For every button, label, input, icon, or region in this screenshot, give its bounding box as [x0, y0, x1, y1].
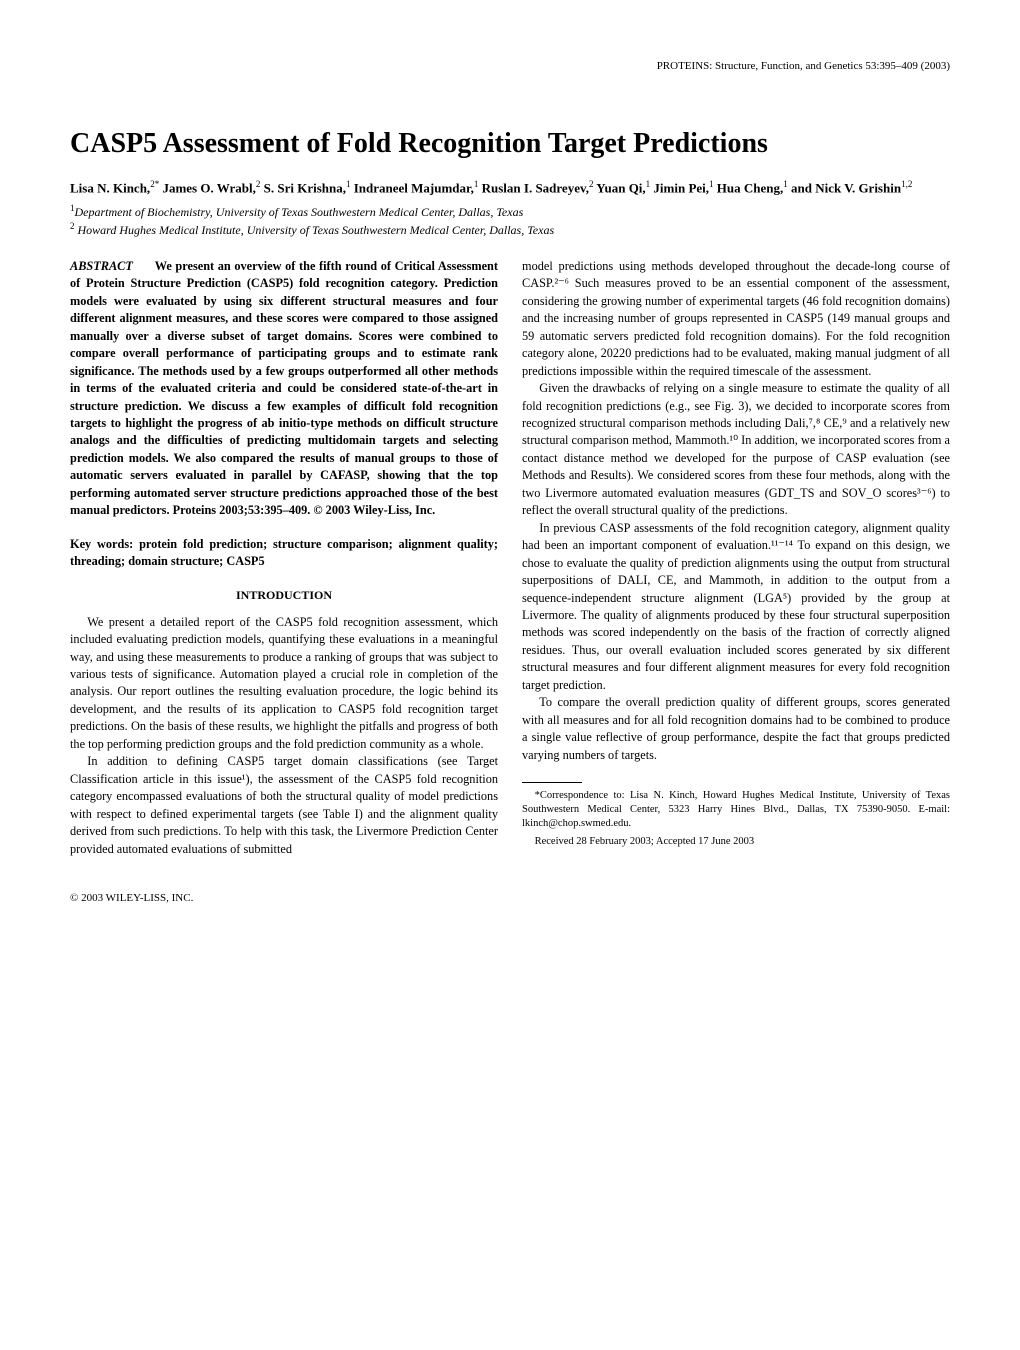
received-dates: Received 28 February 2003; Accepted 17 J…	[522, 835, 950, 850]
section-heading-introduction: INTRODUCTION	[70, 587, 498, 604]
correspondence-divider	[522, 782, 582, 783]
running-head: PROTEINS: Structure, Function, and Genet…	[70, 60, 950, 72]
journal-page: PROTEINS: Structure, Function, and Genet…	[0, 0, 1020, 954]
page-footer: © 2003 WILEY-LISS, INC.	[70, 892, 950, 904]
article-title: CASP5 Assessment of Fold Recognition Tar…	[70, 128, 950, 160]
keywords: Key words: protein fold prediction; stru…	[70, 536, 498, 571]
right-para-3: In previous CASP assessments of the fold…	[522, 520, 950, 695]
right-para-2: Given the drawbacks of relying on a sing…	[522, 380, 950, 520]
right-column: model predictions using methods develope…	[522, 258, 950, 858]
correspondence: *Correspondence to: Lisa N. Kinch, Howar…	[522, 789, 950, 832]
abstract-body: We present an overview of the fifth roun…	[70, 259, 498, 517]
copyright: © 2003 WILEY-LISS, INC.	[70, 892, 193, 904]
keywords-body: protein fold prediction; structure compa…	[70, 537, 498, 568]
left-column: ABSTRACT We present an overview of the f…	[70, 258, 498, 858]
affiliations: 1Department of Biochemistry, University …	[70, 202, 950, 238]
author-list: Lisa N. Kinch,2* James O. Wrabl,2 S. Sri…	[70, 178, 950, 198]
intro-para-1: We present a detailed report of the CASP…	[70, 614, 498, 754]
intro-para-2: In addition to defining CASP5 target dom…	[70, 753, 498, 858]
abstract: ABSTRACT We present an overview of the f…	[70, 258, 498, 520]
right-para-4: To compare the overall prediction qualit…	[522, 694, 950, 764]
right-para-1: model predictions using methods develope…	[522, 258, 950, 380]
two-column-body: ABSTRACT We present an overview of the f…	[70, 258, 950, 858]
keywords-label: Key words:	[70, 537, 133, 551]
abstract-label: ABSTRACT	[70, 259, 133, 273]
